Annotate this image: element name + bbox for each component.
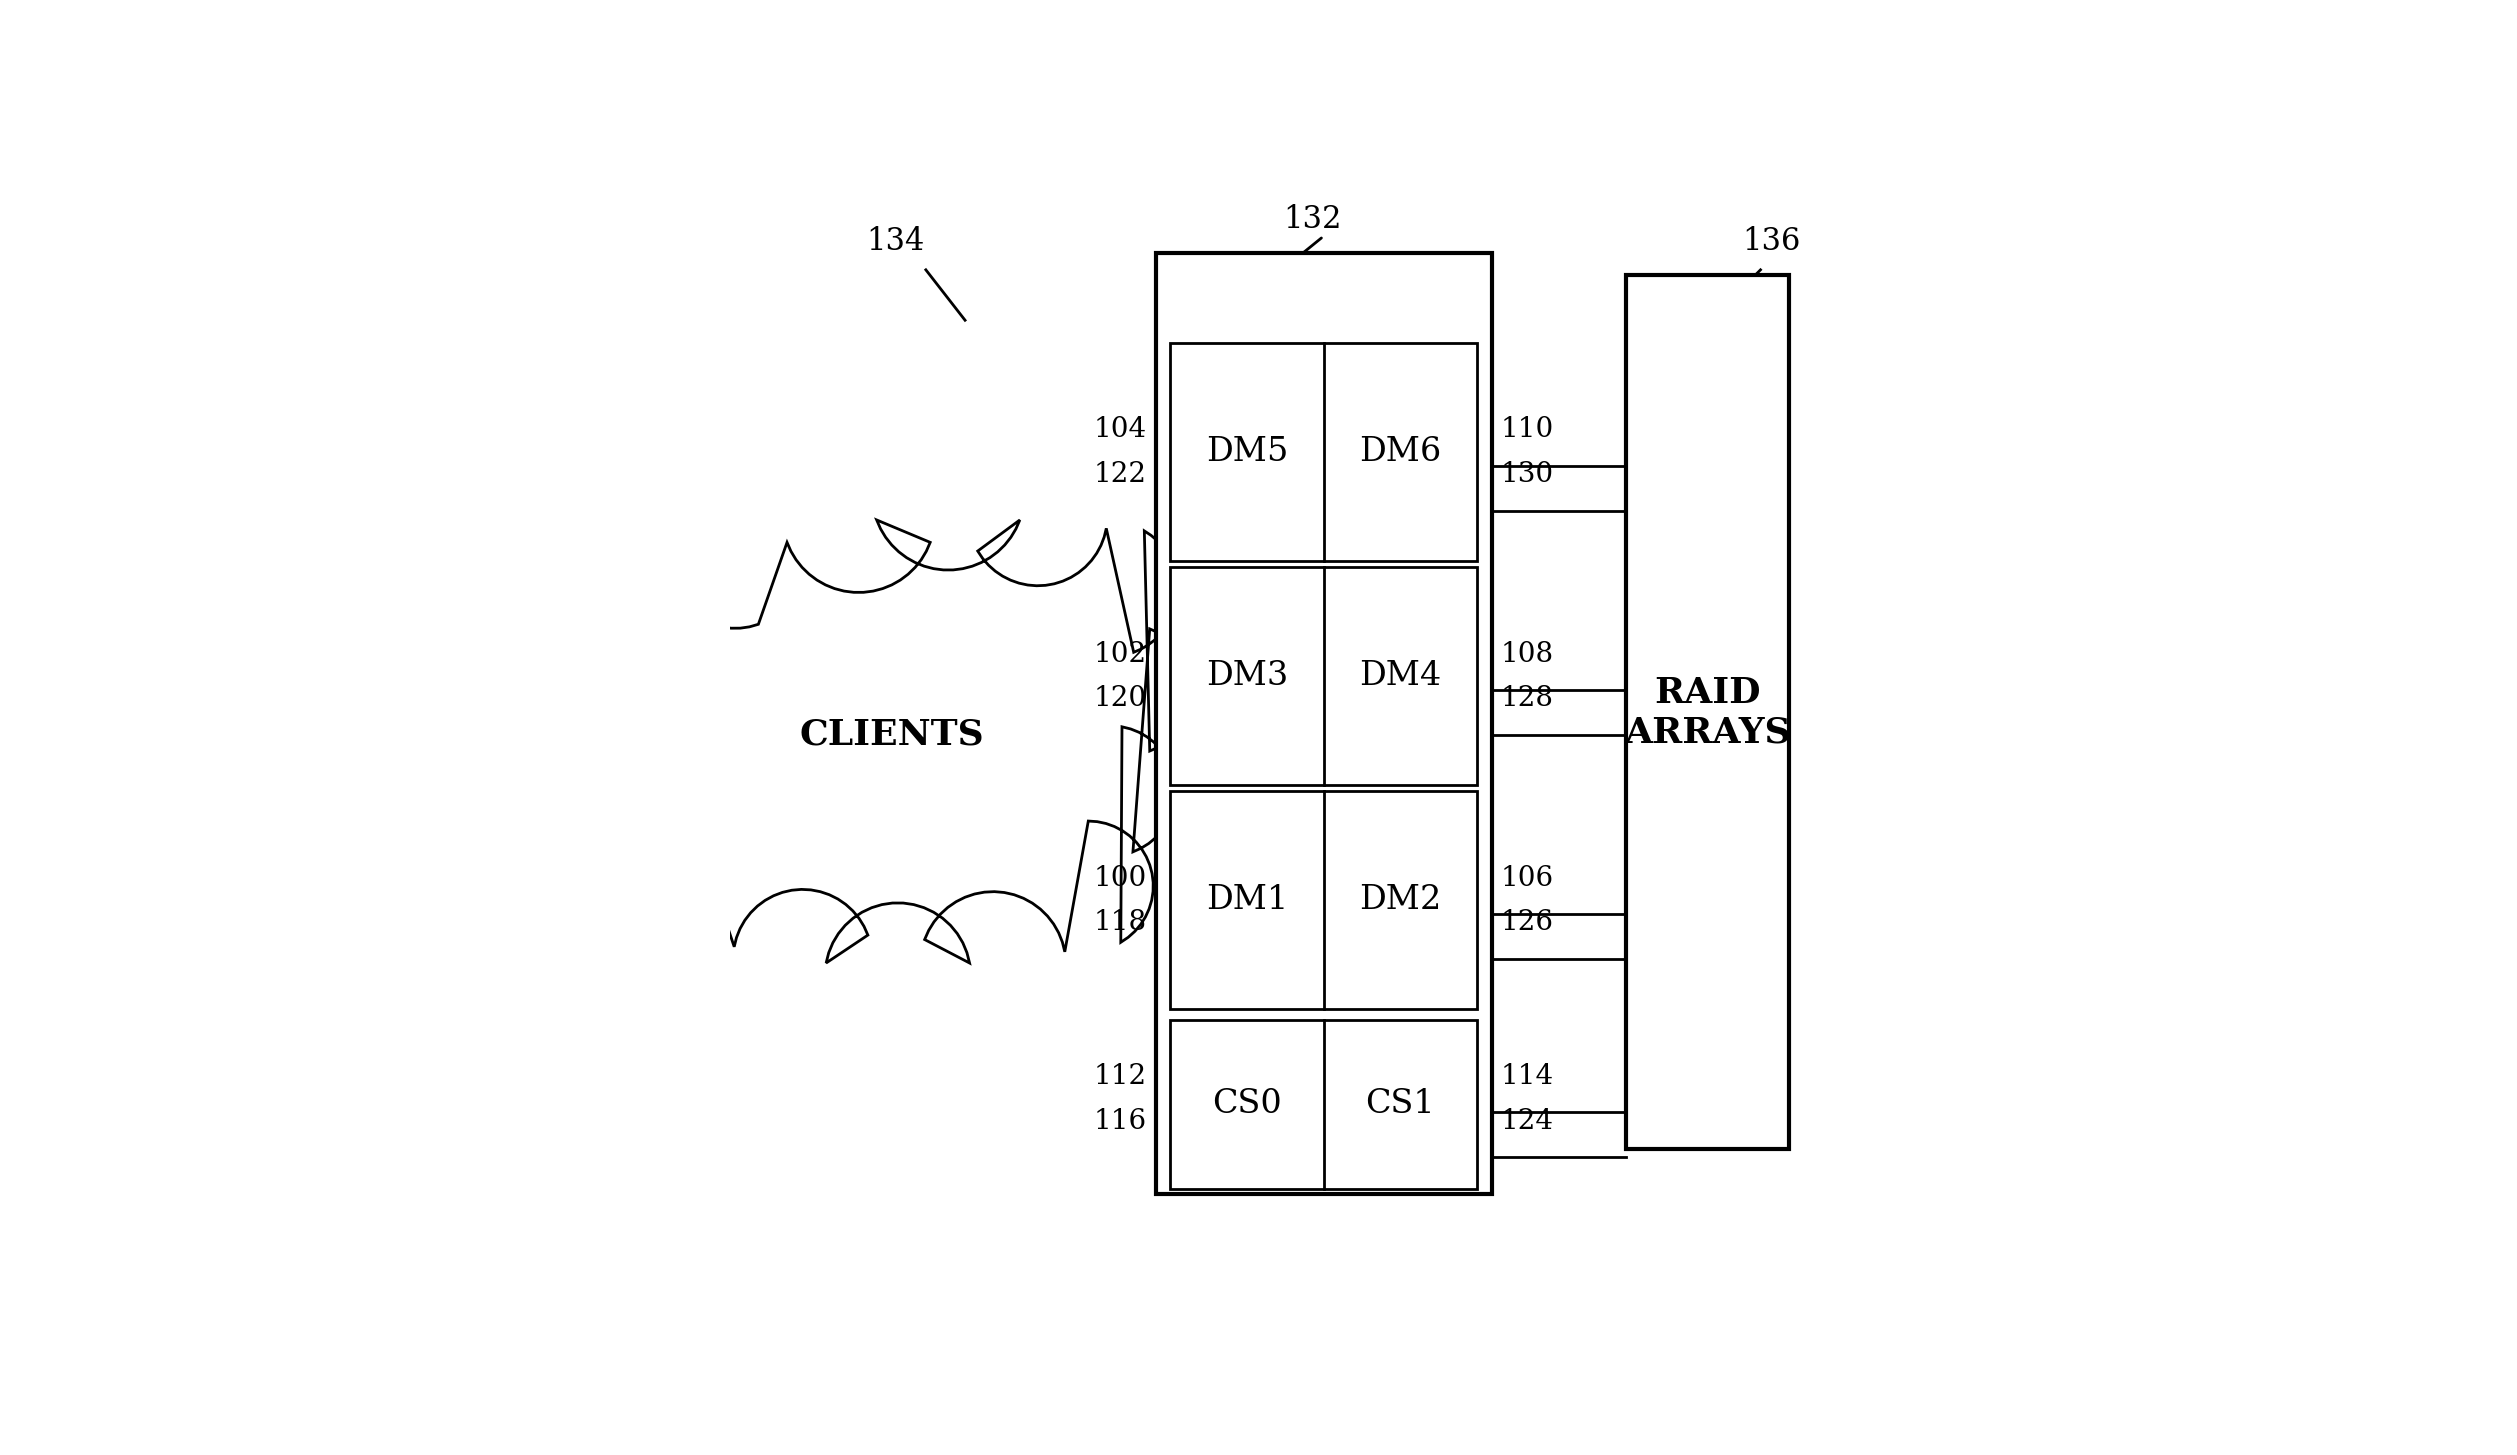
Text: 122: 122 [1092, 461, 1148, 489]
Bar [1170, 566, 1477, 786]
Text: 116: 116 [1092, 1107, 1148, 1135]
Text: 110: 110 [1500, 416, 1553, 444]
Text: DM4: DM4 [1359, 661, 1442, 693]
Text: DM3: DM3 [1206, 661, 1289, 693]
Text: 136: 136 [1742, 227, 1800, 258]
Text: 112: 112 [1092, 1064, 1148, 1090]
Bar [1170, 1020, 1477, 1189]
Text: 128: 128 [1500, 685, 1553, 713]
Text: 102: 102 [1092, 640, 1148, 668]
Text: 114: 114 [1500, 1064, 1553, 1090]
Text: 108: 108 [1500, 640, 1553, 668]
Text: 124: 124 [1500, 1107, 1553, 1135]
Text: CS0: CS0 [1213, 1088, 1281, 1120]
Text: 118: 118 [1092, 909, 1148, 937]
Text: DM6: DM6 [1359, 436, 1442, 469]
Bar [1170, 342, 1477, 562]
Bar [1626, 275, 1790, 1149]
Text: 106: 106 [1500, 864, 1553, 892]
Text: 100: 100 [1092, 864, 1148, 892]
Text: 126: 126 [1500, 909, 1553, 937]
Text: CS1: CS1 [1367, 1088, 1435, 1120]
Text: DM5: DM5 [1206, 436, 1289, 469]
Text: RAID
ARRAYS: RAID ARRAYS [1623, 675, 1790, 749]
Text: 104: 104 [1092, 416, 1148, 444]
Text: 132: 132 [1284, 204, 1342, 234]
Text: DM1: DM1 [1206, 885, 1289, 917]
Text: 134: 134 [866, 227, 924, 258]
Polygon shape [604, 518, 1193, 963]
Text: CLIENTS: CLIENTS [800, 717, 984, 752]
Text: 130: 130 [1500, 461, 1553, 489]
Bar [1170, 792, 1477, 1010]
Text: 120: 120 [1092, 685, 1148, 713]
Bar [1155, 253, 1493, 1195]
Text: DM2: DM2 [1359, 885, 1442, 917]
